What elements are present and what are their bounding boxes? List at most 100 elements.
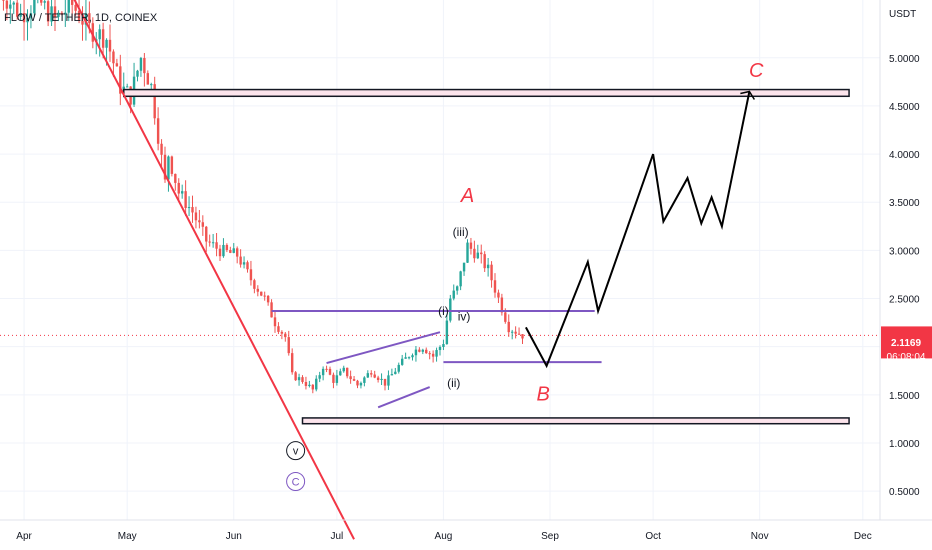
candle-body [119,66,122,94]
y-tick-label: 1.5000 [889,391,920,402]
candles [2,0,524,394]
candle-body [510,331,514,333]
candle-body [363,377,366,383]
price-scale-background [880,0,932,520]
candle-body [445,320,449,345]
candle-body [328,368,332,375]
candle-body [297,377,301,381]
candle-body [418,349,421,352]
y-tick-label: 5.0000 [889,54,920,65]
x-tick-label: Jun [226,531,242,542]
candle-body [428,353,431,355]
candle-body [150,84,153,86]
wave-label: A [460,185,474,207]
candle-body [215,242,218,249]
candle-body [2,0,5,1]
candle-body [139,58,143,71]
x-tick-label: Oct [645,531,661,542]
candle-body [187,207,191,209]
candle-body [29,13,33,18]
candle-body [88,13,91,24]
candle-body [339,371,342,376]
wave-circle [286,441,306,461]
candle-body [198,220,201,223]
candle-body [218,248,222,257]
candle-body [521,334,524,339]
candle-body [177,182,180,194]
candle-body [370,373,373,375]
candle-body [387,375,390,386]
candle-body [504,312,507,322]
candle-body [284,333,287,338]
candle-body [404,357,407,359]
candle-body [407,357,411,359]
candle-body [383,378,387,386]
candle-body [91,23,95,42]
x-tick-label: Dec [854,531,872,542]
candle-body [462,262,466,272]
candle-body [277,326,280,332]
candle-body [191,207,194,213]
candle-body [74,4,77,11]
candle-body [153,84,156,119]
candle-body [400,358,404,365]
y-tick-label: 1.0000 [889,439,920,450]
candle-body [246,262,249,270]
candle-body [442,344,445,347]
projection-arrowhead [740,90,756,100]
candle-body [455,286,459,291]
candle-body [321,368,325,376]
candle-body [9,4,12,9]
candle-body [294,372,297,381]
last-price-value: 2.1169 [891,338,921,349]
candle-body [493,280,497,293]
candle-body [222,244,225,257]
candle-body [345,367,349,377]
candle-body [301,377,304,382]
x-axis-ticks[interactable]: Apr May Jun Jul Aug Sep Oct Nov Dec [16,531,871,542]
wave-label: C [749,60,764,82]
x-tick-label: Apr [16,531,32,542]
candle-body [466,242,469,263]
wave-label: (iii) [453,225,469,239]
wave-label: (i) [438,304,449,318]
candle-body [40,0,43,3]
candle-body [43,1,46,3]
candle-body [239,256,242,265]
candle-body [425,349,428,354]
wave-circle-label: v [293,446,299,458]
candle-body [12,2,15,5]
candle-body [469,242,473,249]
candle-body [490,264,493,281]
candle-body [5,0,9,9]
candle-body [70,0,74,5]
candle-body [242,262,246,265]
drawings [73,0,850,540]
candle-body [335,375,339,383]
candle-body [260,291,263,296]
candle-body [452,290,455,299]
candle-body [101,29,105,48]
candle-body [225,244,229,251]
candle-body [235,248,239,257]
candle-body [332,374,335,383]
candle-body [376,377,380,381]
candle-body [163,154,167,180]
candle-body [342,367,345,372]
candle-body [108,39,112,52]
candle-body [352,379,356,381]
candle-body [136,70,139,77]
candle-body [449,298,452,321]
last-price-tag: 2.1169 06:08:04 [881,326,932,363]
candle-body [184,191,187,208]
candle-body [500,297,504,313]
candle-body [22,13,26,23]
candle-body [325,368,328,370]
candle-body [46,1,50,22]
x-tick-label: Nov [751,531,769,542]
candle-body [266,295,270,303]
candle-body [431,353,435,357]
candle-body [280,331,284,334]
